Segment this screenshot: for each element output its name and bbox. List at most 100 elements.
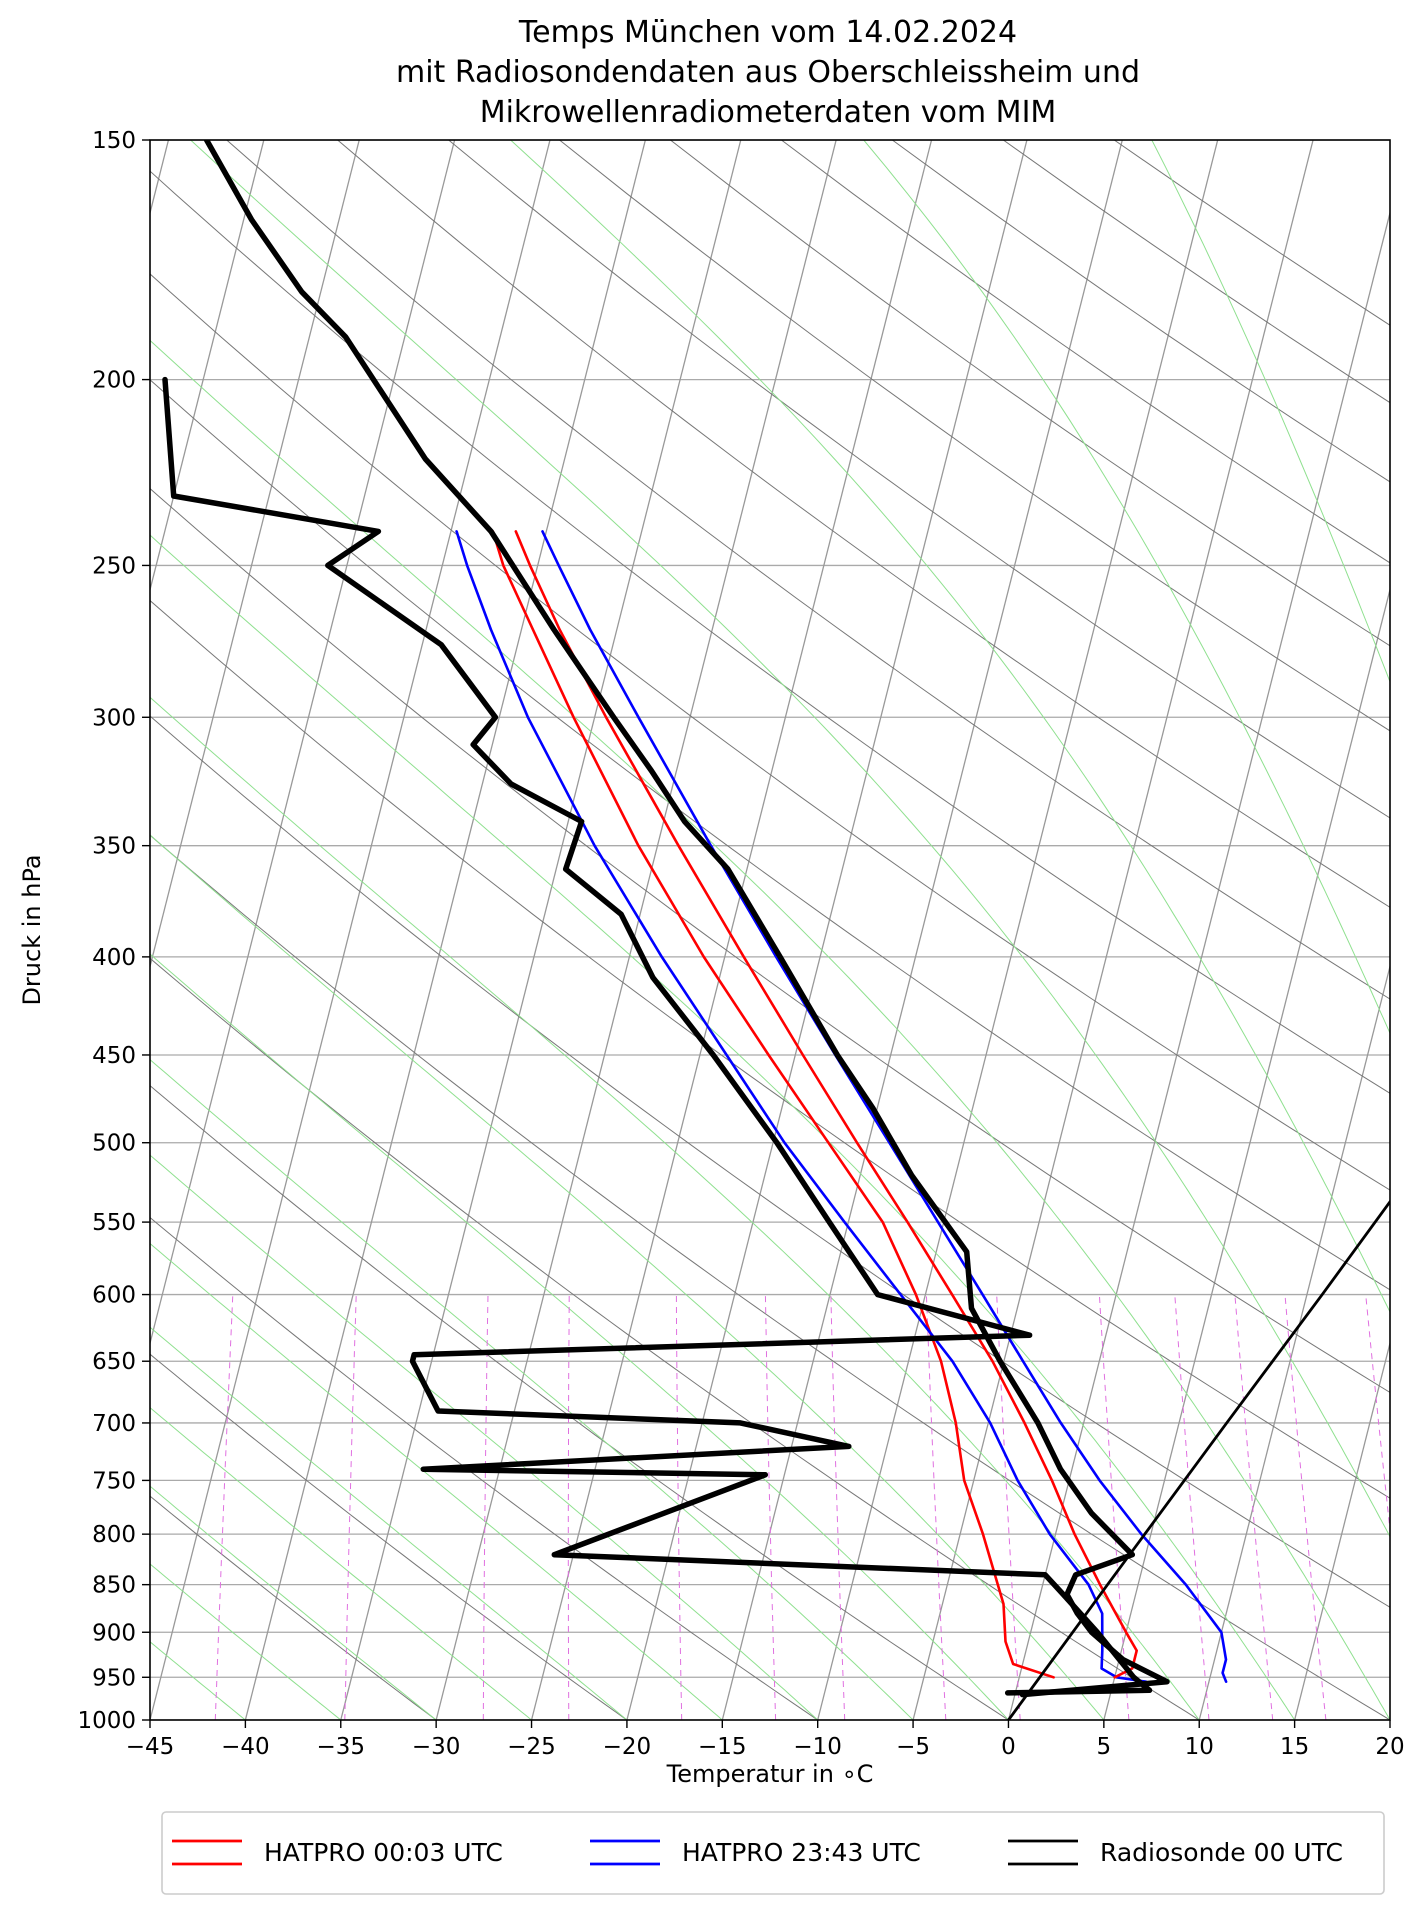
mixing-ratio-line (925, 1294, 947, 1720)
mixing-ratio-line (214, 1294, 234, 1720)
dry-adiabat (150, 487, 1390, 1393)
x-tick-label: 10 (1185, 1734, 1214, 1760)
isotherm-gridline (340, 140, 742, 1720)
x-tick-label: −5 (896, 1734, 930, 1760)
dry-adiabat (150, 273, 1390, 1191)
moist-adiabat (150, 1326, 628, 1720)
moist-adiabat (150, 1154, 819, 1720)
y-tick-label: 700 (92, 1411, 136, 1437)
x-tick-label: 15 (1280, 1734, 1309, 1760)
y-tick-label: 1000 (77, 1708, 136, 1734)
moist-adiabat (150, 834, 1105, 1720)
moist-adiabat (150, 1406, 532, 1720)
y-tick-label: 500 (92, 1131, 136, 1157)
moist-adiabat (150, 1242, 723, 1720)
dry-adiabat (150, 599, 1390, 1499)
moist-adiabat (150, 1058, 914, 1720)
dry-adiabat (670, 140, 1390, 647)
isotherm-gridline (244, 140, 647, 1720)
moist-adiabat (150, 1563, 342, 1720)
moist-adiabat (1151, 140, 1390, 684)
y-tick-label: 350 (92, 834, 136, 860)
x-tick-label: −15 (698, 1734, 747, 1760)
moist-adiabat (150, 953, 1009, 1720)
mixing-ratio-line (1234, 1294, 1274, 1720)
x-tick-label: −35 (316, 1734, 365, 1760)
isotherm-gridline (721, 140, 1123, 1720)
isotherm-gridline (1293, 1340, 1390, 1720)
isotherm-gridline (530, 140, 933, 1720)
y-tick-label: 750 (92, 1468, 136, 1494)
y-tick-label: 850 (92, 1573, 136, 1599)
y-tick-label: 900 (92, 1620, 136, 1646)
dry-adiabat (1113, 140, 1390, 326)
series-line-0 (491, 530, 1055, 1679)
dry-adiabat (150, 1495, 437, 1720)
isotherm-gridline (1103, 587, 1390, 1720)
x-tick-label: −20 (603, 1734, 652, 1760)
chart-title-line-3: Mikrowellenradiometerdaten vom MIM (480, 95, 1057, 130)
isotherm-gridline (1389, 1717, 1390, 1720)
mixing-ratio-line (344, 1294, 357, 1720)
legend-box (161, 1811, 1385, 1895)
series-line-6 (1007, 1199, 1390, 1720)
series-line-2 (514, 530, 1138, 1679)
moist-adiabat (150, 534, 1296, 1720)
y-axis: 1000 950 900 850 800 750 700 650 600 550 500 450 400… (77, 128, 150, 1734)
series-line-4 (203, 140, 1170, 1698)
y-tick-label: 800 (92, 1522, 136, 1548)
x-axis-label: Temperatur in ∘C (666, 1760, 874, 1788)
dry-adiabat (150, 715, 1390, 1608)
y-tick-label: 550 (92, 1210, 136, 1236)
dry-adiabat (150, 379, 1390, 1291)
chart-title-line-2: mit Radiosondendaten aus Oberschleisshei… (396, 55, 1140, 90)
mixing-ratio-line (1174, 1294, 1210, 1720)
moist-adiabat (510, 140, 1390, 1314)
x-tick-label: 20 (1375, 1734, 1404, 1760)
dry-adiabat (150, 170, 1390, 1094)
mixing-ratio-line (764, 1294, 777, 1720)
isotherm-gridline (150, 140, 360, 970)
dry-adiabat (150, 1353, 628, 1720)
dry-adiabat (150, 1084, 1009, 1720)
series-line-3 (541, 530, 1228, 1683)
isotherm-gridline (150, 140, 551, 1720)
x-tick-label: 0 (1001, 1734, 1016, 1760)
dry-adiabat (150, 1216, 818, 1720)
mixing-ratio-line (675, 1294, 683, 1720)
legend-label: HATPRO 00:03 UTC (264, 1838, 503, 1867)
dry-adiabat (559, 140, 1390, 732)
mixing-ratio-line (567, 1294, 570, 1720)
y-tick-label: 650 (92, 1349, 136, 1375)
mixing-ratio-line (830, 1294, 846, 1720)
isotherm-gridline (817, 140, 1219, 1720)
y-tick-label: 150 (92, 128, 136, 154)
mixing-ratio-line (482, 1294, 489, 1720)
mixing-ratio-line (1365, 1294, 1390, 1535)
dry-adiabat (448, 140, 1390, 819)
x-tick-label: 5 (1097, 1734, 1112, 1760)
y-tick-label: 950 (92, 1665, 136, 1691)
legend-label: HATPRO 23:43 UTC (682, 1838, 921, 1867)
isotherm-gridline (150, 140, 265, 593)
data-series (162, 140, 1390, 1720)
moist-adiabat (150, 339, 1390, 1720)
x-tick-label: −25 (507, 1734, 556, 1760)
y-axis-label: Druck in hPa (18, 854, 46, 1005)
y-tick-label: 300 (92, 705, 136, 731)
isotherm-gridline (912, 140, 1314, 1720)
isotherm-gridline (1198, 963, 1390, 1720)
moist-adiabat (190, 140, 1390, 1538)
chart-title-line-1: Temps München vom 14.02.2024 (518, 15, 1017, 50)
y-tick-label: 600 (92, 1283, 136, 1309)
plot-frame (149, 139, 1391, 1721)
dry-adiabat (150, 834, 1390, 1720)
x-tick-label: −45 (126, 1734, 175, 1760)
y-tick-label: 450 (92, 1043, 136, 1069)
isotherm-gridline (435, 140, 837, 1720)
chart-title: Temps München vom 14.02.2024 mit Radioso… (396, 15, 1140, 130)
legend: HATPRO 00:03 UTC HATPRO 23:43 UTC Radioson… (161, 1811, 1385, 1895)
mixing-ratio-line (996, 1294, 1021, 1720)
dry-adiabat (226, 140, 1390, 1000)
